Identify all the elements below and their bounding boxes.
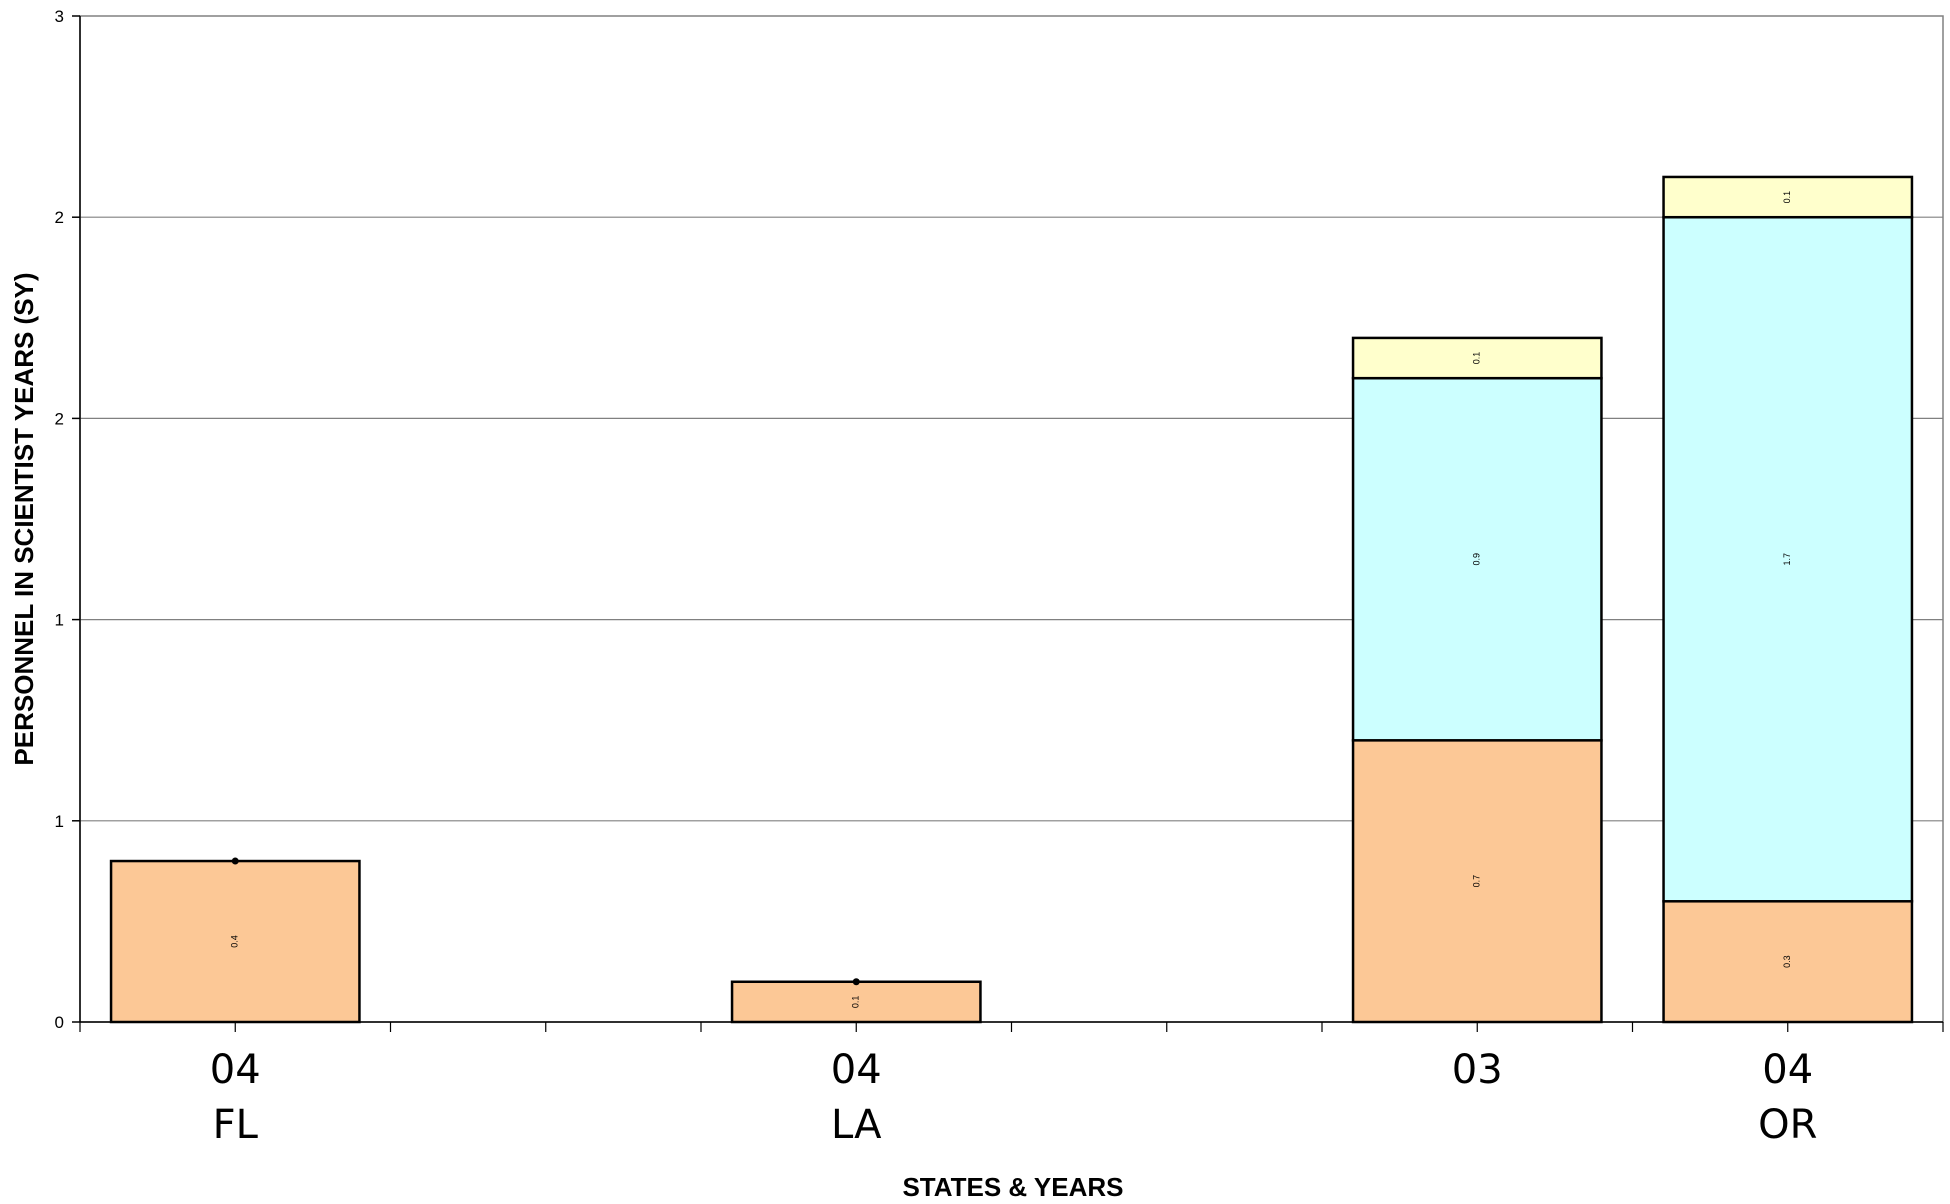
data-label: 0.9: [1472, 553, 1482, 566]
y-tick-label: 0: [55, 1013, 64, 1032]
bar-top-marker: [852, 978, 860, 986]
x-category-labels: 04 FL 04 LA 03 04 OR: [210, 1047, 1818, 1148]
x-label-year: 04: [210, 1047, 261, 1093]
data-label: 0.1: [851, 996, 861, 1009]
data-label: 0.4: [230, 935, 240, 948]
bar-segment: [1351, 376, 1603, 742]
x-label-year: 04: [1762, 1047, 1813, 1093]
bar-top-marker: [231, 857, 239, 865]
bar-segment: [1351, 739, 1603, 1024]
data-label: 0.3: [1782, 955, 1792, 968]
data-label: 0.1: [1782, 191, 1792, 204]
x-label-state: LA: [831, 1102, 882, 1148]
plot-area: [79, 15, 1944, 1023]
data-label: 0.7: [1472, 875, 1482, 888]
y-tick-label: 2: [55, 208, 64, 227]
x-label-state: FL: [213, 1102, 259, 1148]
bar-segment: [730, 980, 982, 1024]
y-tick-labels: 0 1 1 2 2 3: [55, 7, 80, 1032]
x-label-year: 04: [831, 1047, 882, 1093]
y-tick-label: 1: [55, 812, 64, 831]
x-axis-title: STATES & YEARS: [902, 1172, 1123, 1202]
gridlines: [80, 216, 1943, 822]
data-label: 1.7: [1782, 553, 1792, 566]
bar-segment: [1662, 215, 1914, 903]
y-tick-label: 2: [55, 409, 64, 428]
y-tick-label: 3: [55, 7, 64, 26]
bar-segment: [1351, 336, 1603, 380]
y-tick-label: 1: [55, 611, 64, 630]
x-label-state: OR: [1758, 1102, 1817, 1148]
bar-segment: [1662, 175, 1914, 219]
data-label: 0.1: [1472, 352, 1482, 365]
x-label-year: 03: [1452, 1047, 1503, 1093]
x-tick-marks: [79, 1022, 1944, 1032]
y-axis-title: PERSONNEL IN SCIENTIST YEARS (SY): [9, 272, 39, 765]
